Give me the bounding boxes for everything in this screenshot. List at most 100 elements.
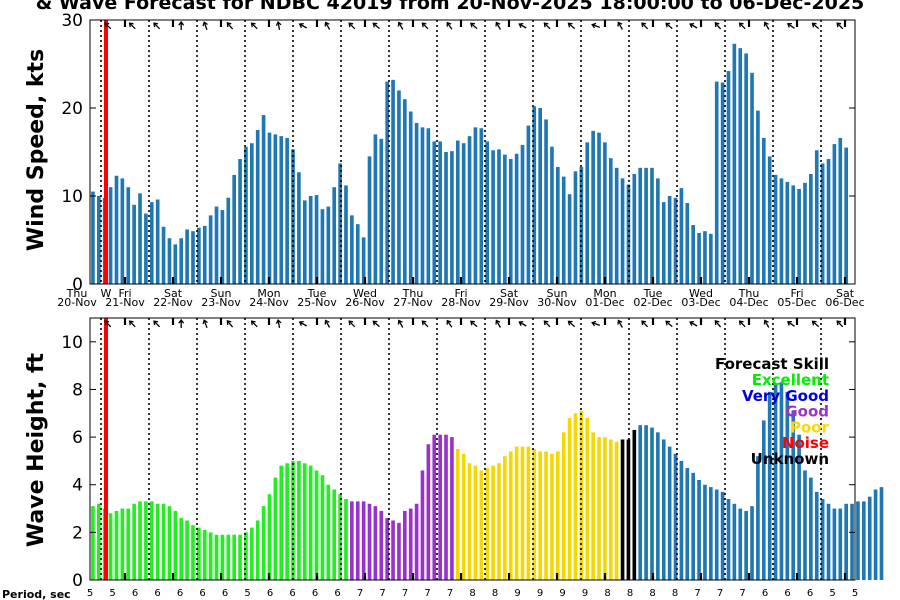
- wind-direction-arrow: [202, 319, 208, 329]
- bar: [455, 449, 460, 580]
- arrow-head: [763, 319, 769, 325]
- arrow-shaft: [617, 22, 623, 30]
- bar: [361, 501, 366, 580]
- bar: [338, 163, 342, 284]
- bar: [308, 196, 313, 284]
- period-value: 6: [222, 588, 228, 599]
- arrow-shaft: [543, 22, 551, 30]
- arrow-head: [543, 320, 549, 326]
- y-tick-label: 8: [72, 380, 83, 400]
- arrow-shaft: [372, 22, 380, 30]
- arrow-head: [641, 22, 646, 28]
- bar: [397, 522, 401, 580]
- bar: [185, 520, 189, 580]
- arrow-shaft: [495, 320, 501, 328]
- wind-direction-arrow: [372, 320, 380, 328]
- arrow-head: [689, 320, 695, 326]
- wind-direction-arrow: [811, 22, 820, 30]
- day-date-label: 23-Nov: [201, 296, 241, 309]
- bar: [608, 439, 613, 580]
- wind-direction-arrow: [617, 319, 623, 328]
- wind-direction-arrow: [495, 21, 501, 30]
- arrow-head: [665, 320, 671, 326]
- bar: [779, 382, 784, 580]
- bar: [238, 159, 242, 284]
- wind-direction-arrow: [836, 22, 844, 30]
- bar: [820, 163, 825, 284]
- wind-direction-arrow: [104, 320, 112, 328]
- wind-direction-arrow: [641, 320, 649, 328]
- arrow-head: [495, 319, 501, 325]
- bar: [438, 141, 442, 284]
- bar: [603, 142, 607, 284]
- bar: [361, 237, 366, 284]
- bar: [703, 484, 707, 580]
- arrow-shaft: [591, 321, 601, 327]
- bar: [291, 460, 295, 580]
- wind-direction-arrow: [298, 22, 308, 29]
- bar: [514, 153, 519, 284]
- bar: [173, 510, 178, 580]
- arrow-shaft: [251, 320, 258, 328]
- wind-direction-arrow: [714, 320, 722, 328]
- bar: [403, 510, 407, 580]
- period-value: 7: [424, 588, 430, 599]
- bar: [538, 451, 542, 580]
- wave-height-panel: 0 2 4 6 8 10 5 5 6 6 6 6 6 5 6 6 6 6 7 7 7 7 7 8 8 9 9 9 9 8 8 8 8 7 7 7 6 6 6…: [61, 317, 884, 599]
- arrow-head: [324, 319, 330, 325]
- arrow-head: [470, 22, 475, 28]
- bar: [567, 418, 572, 580]
- bar: [479, 470, 484, 580]
- bar: [679, 188, 684, 284]
- wind-direction-arrow: [202, 21, 208, 31]
- wind-direction-arrow: [153, 22, 161, 30]
- arrow-shaft: [398, 320, 404, 328]
- day-date-label: 30-Nov: [537, 296, 577, 309]
- arrow-shaft: [641, 22, 649, 30]
- arrow-head: [738, 320, 744, 326]
- bar: [267, 132, 272, 284]
- bar: [120, 508, 125, 580]
- arrow-shaft: [226, 22, 234, 30]
- wind-direction-arrow: [446, 319, 453, 328]
- arrow-head: [298, 22, 304, 28]
- bar: [520, 446, 525, 580]
- bar: [661, 202, 666, 284]
- arrow-head: [543, 22, 549, 28]
- bar: [650, 427, 654, 580]
- period-value: 7: [447, 588, 453, 599]
- legend-entry: Poor: [790, 418, 830, 436]
- wind-direction-arrow: [250, 22, 258, 30]
- now-marker-label: W: [101, 287, 112, 300]
- wind-direction-arrow: [397, 319, 404, 328]
- period-value: 5: [829, 588, 835, 599]
- arrow-head: [786, 22, 792, 28]
- bar: [308, 465, 313, 580]
- bar: [208, 532, 213, 580]
- bar: [167, 238, 172, 284]
- bar: [673, 453, 678, 580]
- bar: [556, 166, 560, 284]
- arrow-head: [397, 319, 403, 325]
- arrow-shaft: [348, 22, 356, 30]
- bar: [261, 115, 266, 284]
- bar: [508, 159, 513, 284]
- arrow-head: [811, 320, 817, 326]
- bar: [638, 425, 643, 580]
- bar: [220, 210, 225, 284]
- bar: [214, 206, 219, 284]
- arrow-head: [591, 320, 597, 327]
- arrow-shaft: [689, 321, 698, 327]
- bar: [673, 197, 678, 284]
- bar: [408, 508, 413, 580]
- bar: [450, 151, 454, 284]
- period-value: 8: [627, 588, 633, 599]
- arrow-head: [836, 320, 842, 326]
- bar: [514, 446, 519, 580]
- arrow-shaft: [299, 23, 308, 29]
- bar: [202, 529, 207, 580]
- wind-direction-arrow: [226, 22, 234, 30]
- bar: [344, 499, 348, 580]
- bar: [403, 99, 407, 284]
